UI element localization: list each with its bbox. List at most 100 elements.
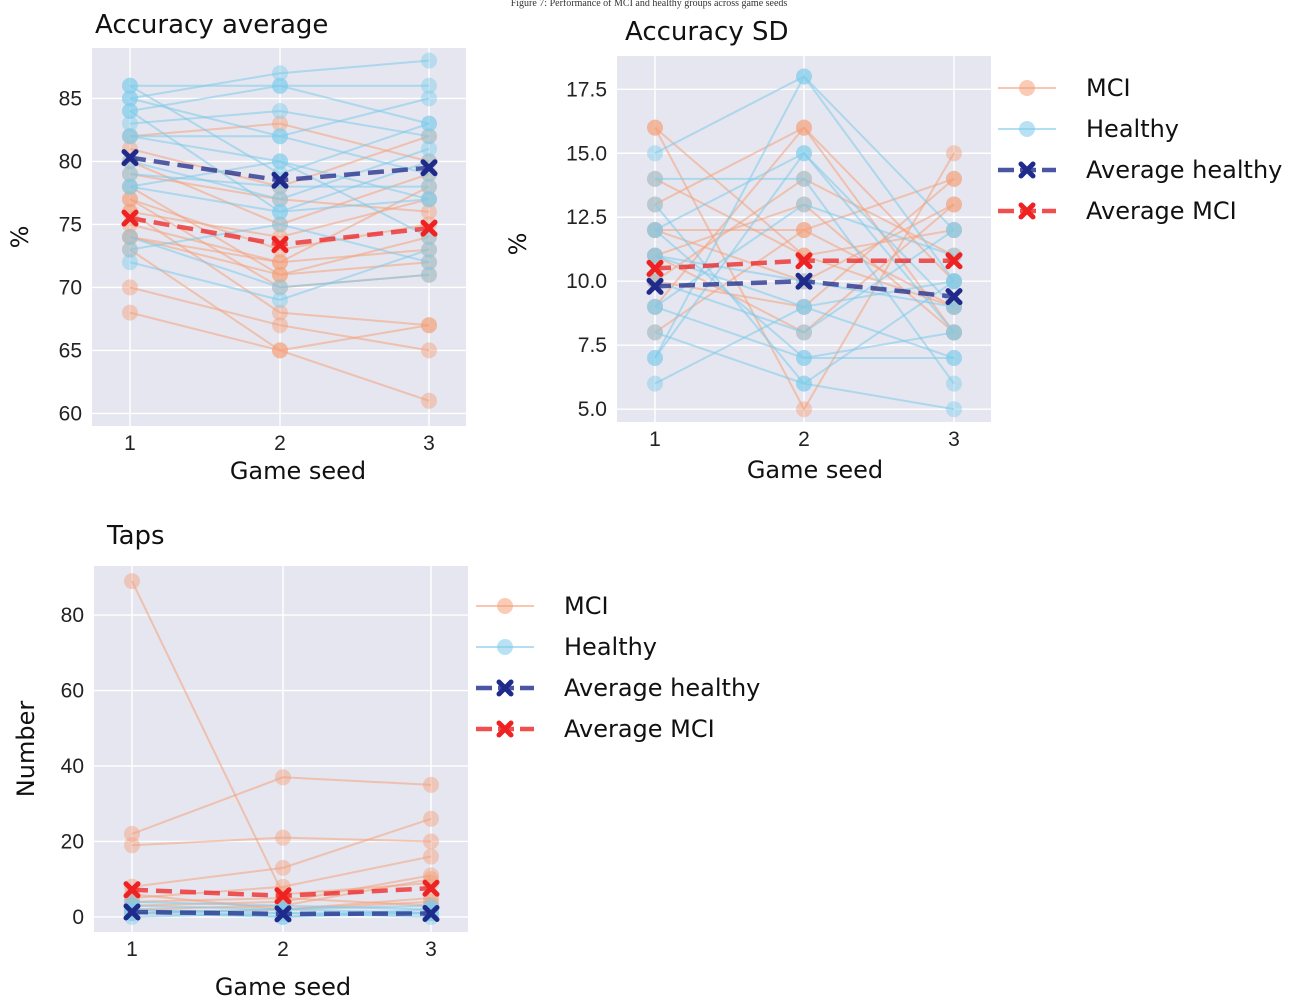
healthy-point — [647, 298, 663, 315]
healthy-point — [421, 266, 437, 283]
healthy-point — [421, 178, 437, 195]
healthy-series-line — [129, 173, 429, 188]
healthy-series-line — [654, 203, 955, 308]
healthy-point — [122, 229, 138, 245]
mci-subject-series — [124, 769, 439, 842]
healthy-series-line — [129, 236, 430, 289]
healthy-point — [647, 247, 663, 264]
healthy-subject-series — [122, 77, 437, 94]
mci-series-line — [131, 874, 432, 907]
avg-healthy-point — [271, 171, 289, 189]
y-ticks-accuracy-sd: 5.0 7.5 10.0 12.5 15.0 17.5 — [566, 78, 607, 421]
y-axis-label-accuracy-sd: % — [504, 233, 532, 256]
healthy-point — [272, 128, 288, 145]
healthy-point — [421, 254, 437, 271]
healthy-point — [946, 350, 962, 367]
healthy-point — [272, 292, 288, 308]
mci-point — [946, 145, 962, 162]
legend-label: Healthy — [1086, 115, 1179, 143]
healthy-point — [946, 222, 962, 239]
healthy-point — [796, 145, 812, 162]
healthy-series-line — [129, 248, 430, 302]
legend-label: MCI — [564, 592, 609, 620]
y-tick-label: 15.0 — [566, 142, 607, 165]
avg-healthy-series — [121, 149, 438, 189]
healthy-point — [796, 170, 812, 187]
healthy-point — [421, 191, 437, 208]
mci-point — [423, 776, 439, 793]
avg-mci-series — [646, 252, 963, 277]
y-tick-label: 60 — [61, 680, 84, 703]
y-axis-label-accuracy-average: % — [6, 226, 34, 249]
y-tick-label: 70 — [59, 276, 82, 299]
healthy-point — [421, 128, 437, 145]
mci-point — [421, 342, 437, 359]
y-tick-label: 5.0 — [578, 398, 607, 421]
legend-swatch-marker — [1019, 121, 1035, 137]
marks-taps — [123, 573, 440, 925]
avg-mci-point — [795, 252, 813, 270]
legend-entry: Healthy — [476, 633, 657, 661]
healthy-point — [647, 324, 663, 341]
avg-mci-point — [121, 209, 139, 227]
mci-point — [946, 170, 962, 187]
y-tick-label: 80 — [59, 150, 82, 173]
healthy-series-line — [129, 84, 430, 176]
y-ticks-accuracy-average: 60 65 70 75 80 85 — [59, 87, 82, 425]
healthy-point — [272, 279, 288, 296]
healthy-point — [647, 170, 663, 187]
mci-subject-series — [122, 241, 437, 359]
mci-point — [124, 837, 140, 854]
y-axis-label-taps: Number — [12, 701, 40, 798]
chart-title-accuracy-average: Accuracy average — [95, 10, 328, 40]
healthy-subject-series — [122, 140, 437, 208]
mci-series-line — [131, 817, 432, 888]
healthy-point — [272, 203, 288, 220]
x-tick-label: 3 — [948, 428, 960, 451]
mci-point — [124, 573, 140, 590]
mci-series-line — [129, 286, 430, 352]
healthy-series-line — [129, 147, 430, 201]
legend-label: Average healthy — [564, 674, 760, 702]
legend-label: MCI — [1086, 74, 1131, 102]
healthy-point — [421, 90, 437, 107]
x-tick-label: 1 — [126, 938, 138, 961]
avg-healthy-point — [422, 905, 440, 923]
legend-swatch-marker — [1018, 161, 1036, 179]
legend-label: Average MCI — [564, 715, 715, 743]
healthy-point — [421, 140, 437, 157]
mci-point — [647, 119, 663, 136]
avg-mci-point — [274, 887, 292, 905]
healthy-point — [272, 153, 288, 170]
y-tick-label: 7.5 — [578, 334, 607, 357]
healthy-point — [796, 350, 812, 367]
y-tick-label: 65 — [59, 339, 82, 362]
avg-healthy-point — [646, 277, 664, 295]
x-ticks-accuracy-average: 1 2 3 — [124, 432, 435, 455]
mci-series-line — [129, 248, 430, 352]
healthy-point — [796, 324, 812, 341]
y-tick-label: 60 — [59, 402, 82, 425]
legend-label: Average healthy — [1086, 156, 1282, 184]
mci-series-line — [131, 855, 432, 900]
healthy-point — [122, 90, 138, 107]
healthy-series-line — [129, 59, 430, 100]
avg-mci-series — [123, 879, 440, 905]
avg-mci-point — [945, 252, 963, 270]
legend-label: Healthy — [564, 633, 657, 661]
mci-point — [122, 304, 138, 321]
healthy-subject-series — [122, 103, 437, 145]
healthy-series-line — [129, 109, 430, 138]
marks-accuracy-average — [121, 52, 438, 409]
mci-point — [272, 266, 288, 283]
y-tick-label: 40 — [61, 755, 84, 778]
healthy-series-line — [129, 223, 430, 264]
mci-point — [423, 848, 439, 865]
x-ticks-taps: 1 2 3 — [126, 938, 437, 961]
legend-swatch-marker — [496, 679, 514, 697]
legend-entry: Average MCI — [476, 715, 715, 743]
healthy-point — [946, 375, 962, 392]
healthy-subject-series — [122, 216, 437, 271]
healthy-point — [796, 375, 812, 392]
